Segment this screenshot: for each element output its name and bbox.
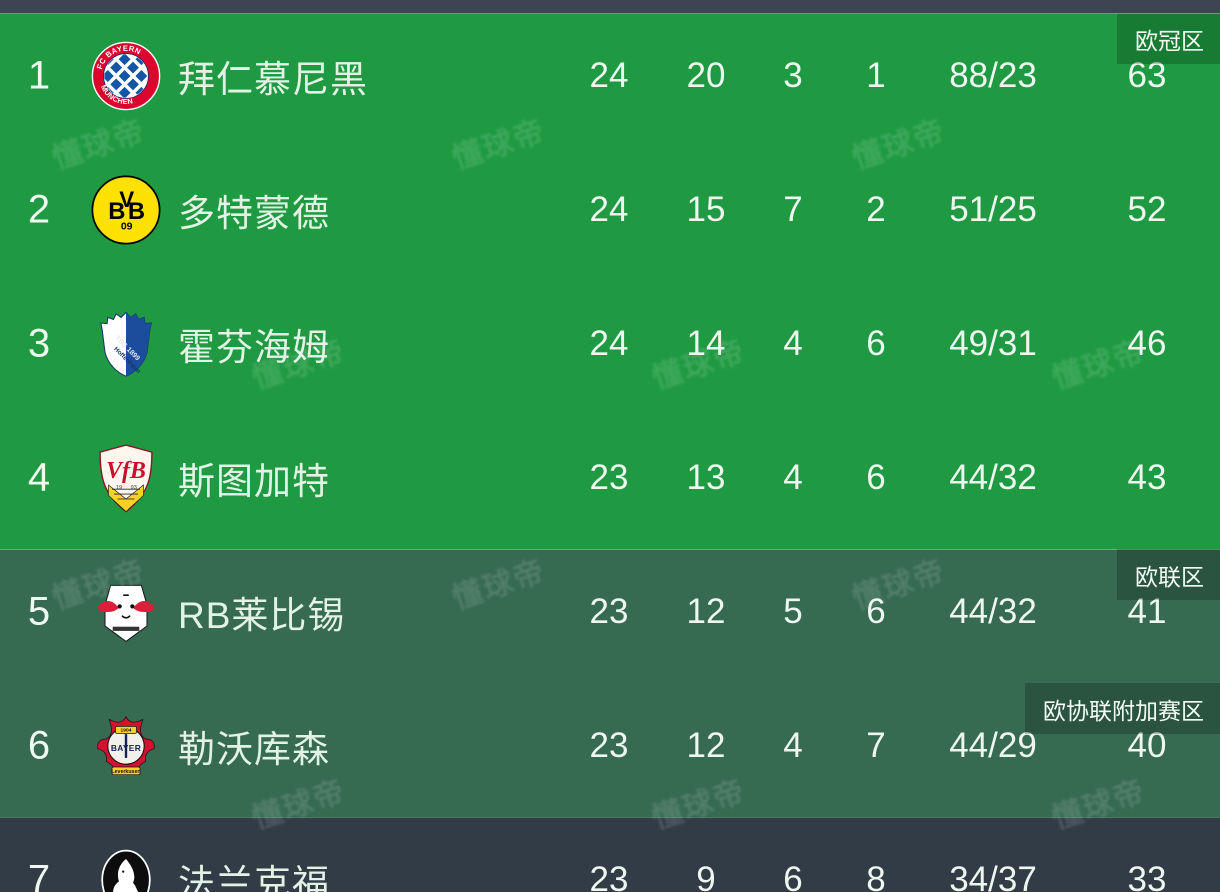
svg-text:19: 19 xyxy=(116,485,122,491)
svg-text:09: 09 xyxy=(121,221,133,233)
svg-text:BAYER: BAYER xyxy=(111,743,141,753)
svg-text:93: 93 xyxy=(131,485,137,491)
svg-text:Leverkusen: Leverkusen xyxy=(111,769,140,775)
svg-text:V: V xyxy=(119,187,134,212)
svg-text:1904: 1904 xyxy=(121,727,132,733)
svg-text:VfB: VfB xyxy=(106,458,146,484)
